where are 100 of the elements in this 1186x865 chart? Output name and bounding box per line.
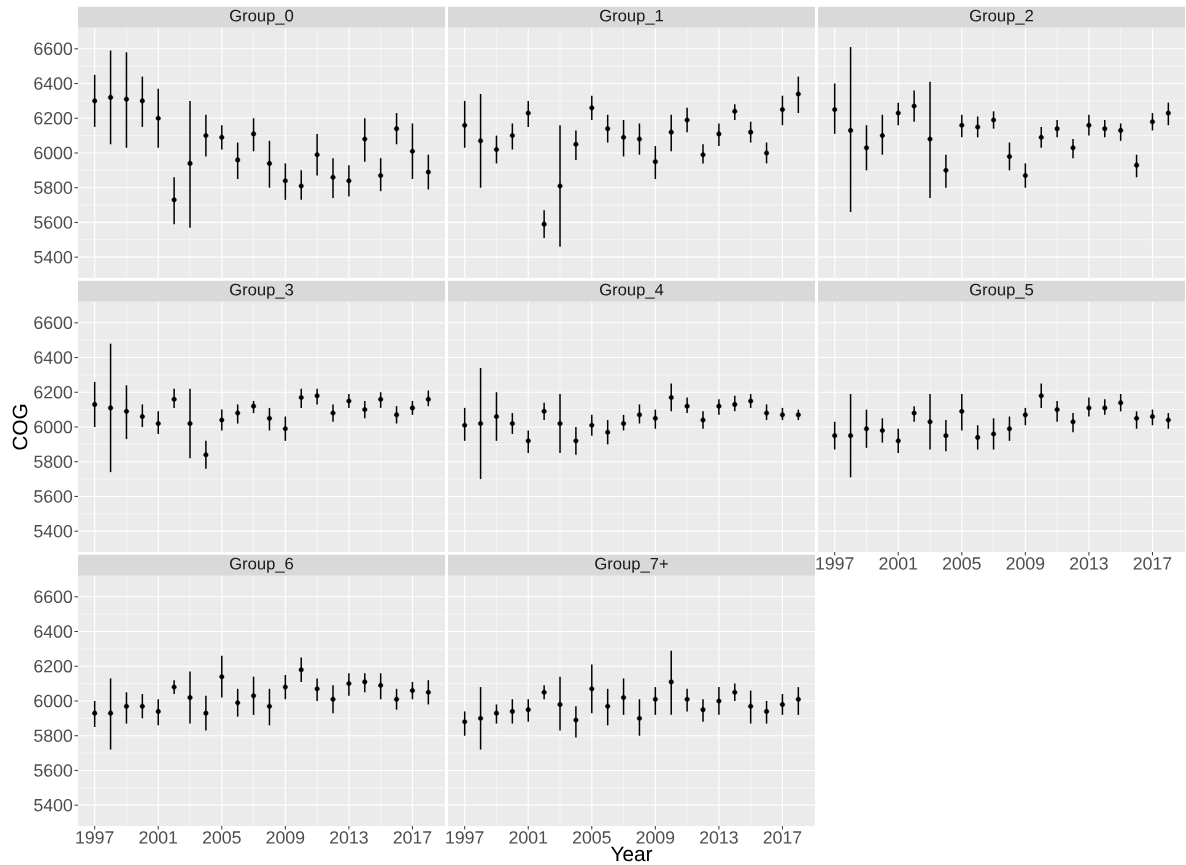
y-tick-label: 5400	[34, 250, 73, 264]
point	[541, 408, 547, 414]
point	[203, 133, 209, 139]
point	[652, 696, 658, 702]
point	[748, 398, 754, 404]
point	[589, 105, 595, 111]
point	[863, 426, 869, 432]
point	[668, 129, 674, 135]
chart-title: Group_1	[600, 9, 663, 25]
point	[219, 674, 225, 680]
x-tick-label: 2009	[1006, 557, 1045, 570]
point	[557, 421, 563, 427]
point	[123, 408, 129, 414]
point	[684, 696, 690, 702]
point	[462, 719, 468, 725]
point	[895, 438, 901, 444]
point	[832, 107, 838, 113]
y-tick-label: 5800	[34, 729, 73, 742]
point	[493, 147, 499, 153]
point	[478, 421, 484, 427]
point	[991, 117, 997, 123]
point	[716, 131, 722, 137]
point	[652, 159, 658, 165]
point	[378, 682, 384, 688]
point	[911, 410, 917, 416]
point	[605, 703, 611, 709]
point	[298, 183, 304, 189]
point	[171, 197, 177, 203]
point	[1165, 417, 1171, 423]
point	[92, 98, 98, 104]
y-tick-label: 6200	[34, 385, 73, 399]
point	[832, 433, 838, 439]
point	[235, 700, 241, 706]
point	[943, 167, 949, 173]
x-tick-label: 2013	[1070, 557, 1108, 570]
point	[732, 108, 738, 114]
point	[282, 684, 288, 690]
point	[525, 707, 531, 713]
point	[251, 131, 257, 137]
point	[378, 396, 384, 402]
point	[1086, 405, 1092, 411]
point	[1022, 173, 1028, 179]
x-tick-label: 1997	[76, 831, 114, 844]
point	[879, 133, 885, 139]
point	[462, 422, 468, 428]
point	[203, 452, 209, 458]
point	[425, 689, 431, 695]
point	[991, 431, 997, 437]
y-tick-label: 5600	[34, 216, 73, 229]
point	[621, 695, 627, 701]
point	[1118, 400, 1124, 406]
point	[636, 136, 642, 142]
point	[139, 703, 145, 709]
point	[927, 419, 933, 425]
point	[764, 150, 770, 156]
point	[700, 707, 706, 713]
point	[139, 98, 145, 104]
point	[155, 115, 161, 121]
point	[573, 717, 579, 723]
chart-title: Group_6	[230, 557, 294, 573]
point	[589, 686, 595, 692]
point	[394, 696, 400, 702]
point	[425, 169, 431, 175]
y-tick-label: 6000	[34, 694, 73, 708]
point	[298, 394, 304, 400]
point	[943, 433, 949, 439]
chart-title: Group_0	[230, 9, 294, 25]
point	[541, 689, 547, 695]
point	[668, 394, 674, 400]
point	[155, 708, 161, 714]
point	[362, 136, 368, 142]
point	[187, 695, 193, 701]
point	[171, 684, 177, 690]
point	[1134, 415, 1140, 421]
point	[525, 110, 531, 116]
chart-title: Group_3	[230, 283, 294, 299]
point	[1070, 419, 1076, 425]
point	[171, 396, 177, 402]
point	[1118, 127, 1124, 133]
point	[123, 703, 129, 709]
point	[779, 701, 785, 707]
point	[282, 426, 288, 432]
point	[748, 703, 754, 709]
point	[362, 407, 368, 413]
y-axis-title: COG	[12, 404, 28, 450]
point	[462, 122, 468, 128]
point	[748, 129, 754, 135]
point	[314, 152, 320, 158]
point	[589, 422, 595, 428]
point	[764, 708, 770, 714]
x-tick-label: 2009	[266, 831, 305, 844]
point	[108, 710, 114, 716]
point	[1054, 126, 1060, 132]
point	[108, 405, 114, 411]
point	[330, 174, 336, 180]
x-tick-label: 2005	[202, 831, 241, 844]
x-tick-label: 2009	[636, 831, 675, 844]
point	[848, 433, 854, 439]
point	[1149, 119, 1155, 125]
point	[684, 117, 690, 123]
